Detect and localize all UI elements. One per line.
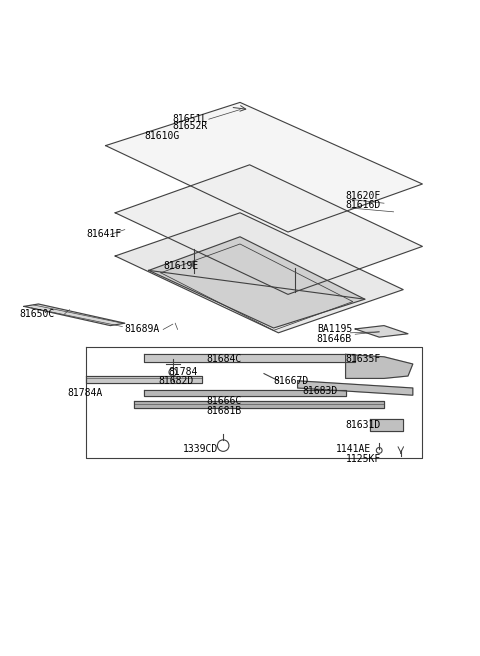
Text: 81681B: 81681B bbox=[206, 405, 241, 415]
Polygon shape bbox=[346, 354, 413, 379]
Polygon shape bbox=[149, 237, 365, 328]
Text: 81646B: 81646B bbox=[317, 333, 352, 344]
Text: 81689A: 81689A bbox=[125, 325, 160, 335]
Polygon shape bbox=[370, 419, 403, 431]
Text: 81652R: 81652R bbox=[173, 121, 208, 131]
Text: 81635F: 81635F bbox=[346, 354, 381, 364]
Text: 81631D: 81631D bbox=[346, 420, 381, 430]
Text: 81610G: 81610G bbox=[144, 131, 179, 141]
Polygon shape bbox=[115, 165, 422, 295]
Text: 81784: 81784 bbox=[168, 367, 197, 377]
Text: 81784A: 81784A bbox=[67, 388, 102, 398]
Text: 81620F: 81620F bbox=[346, 191, 381, 201]
Polygon shape bbox=[115, 213, 403, 333]
Text: 1339CD: 1339CD bbox=[182, 444, 217, 454]
Text: 81619E: 81619E bbox=[163, 260, 198, 270]
Text: BA1195: BA1195 bbox=[317, 325, 352, 335]
Polygon shape bbox=[24, 304, 125, 325]
Polygon shape bbox=[144, 354, 355, 361]
Text: 81650C: 81650C bbox=[19, 308, 54, 319]
Polygon shape bbox=[106, 102, 422, 232]
Text: 81684C: 81684C bbox=[206, 354, 241, 364]
Text: 81641F: 81641F bbox=[86, 230, 121, 239]
Polygon shape bbox=[86, 376, 202, 383]
Polygon shape bbox=[144, 390, 346, 396]
Text: 1125KF: 1125KF bbox=[346, 453, 381, 464]
Polygon shape bbox=[298, 380, 413, 395]
Text: 81651L: 81651L bbox=[173, 114, 208, 124]
Text: 81666C: 81666C bbox=[206, 396, 241, 406]
Text: 81667D: 81667D bbox=[274, 376, 309, 386]
Text: 1141AE: 1141AE bbox=[336, 444, 371, 454]
Polygon shape bbox=[134, 401, 384, 408]
Text: 81616D: 81616D bbox=[346, 200, 381, 210]
Polygon shape bbox=[355, 325, 408, 337]
Text: 81682D: 81682D bbox=[158, 376, 193, 386]
Text: 81683D: 81683D bbox=[302, 386, 337, 396]
